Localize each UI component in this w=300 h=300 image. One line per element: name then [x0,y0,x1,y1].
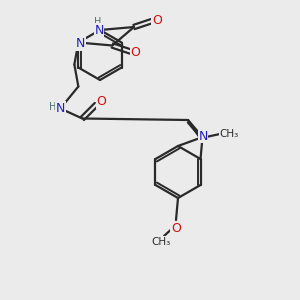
Text: H: H [94,17,102,27]
Text: N: N [76,37,85,50]
Text: N: N [198,130,208,142]
Text: O: O [130,46,140,59]
Text: H: H [49,103,56,112]
Text: N: N [56,102,65,115]
Text: O: O [152,14,162,26]
Text: CH₃: CH₃ [152,237,171,247]
Text: N: N [94,23,104,37]
Text: O: O [96,95,106,108]
Text: O: O [171,223,181,236]
Text: CH₃: CH₃ [219,129,238,139]
